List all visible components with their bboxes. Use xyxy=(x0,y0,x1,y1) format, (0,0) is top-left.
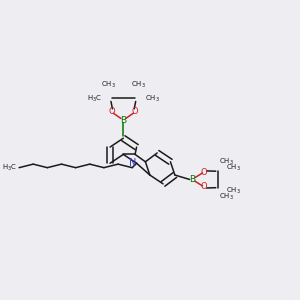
Text: CH$_3$: CH$_3$ xyxy=(226,185,241,196)
Text: CH$_3$: CH$_3$ xyxy=(219,157,234,167)
Text: $\mathregular{H_3C}$: $\mathregular{H_3C}$ xyxy=(2,163,17,173)
Text: B: B xyxy=(120,116,126,125)
Text: CH$_3$: CH$_3$ xyxy=(226,163,241,173)
Text: B: B xyxy=(190,175,196,184)
Text: O: O xyxy=(132,107,138,116)
Text: CH$_3$: CH$_3$ xyxy=(101,80,116,90)
Text: CH$_3$: CH$_3$ xyxy=(219,191,234,202)
Text: CH$_3$: CH$_3$ xyxy=(145,93,160,103)
Text: N: N xyxy=(129,158,137,168)
Text: H$_3$C: H$_3$C xyxy=(87,93,102,103)
Text: O: O xyxy=(108,107,115,116)
Text: CH$_3$: CH$_3$ xyxy=(130,80,146,90)
Text: O: O xyxy=(201,168,208,177)
Text: O: O xyxy=(201,182,208,191)
